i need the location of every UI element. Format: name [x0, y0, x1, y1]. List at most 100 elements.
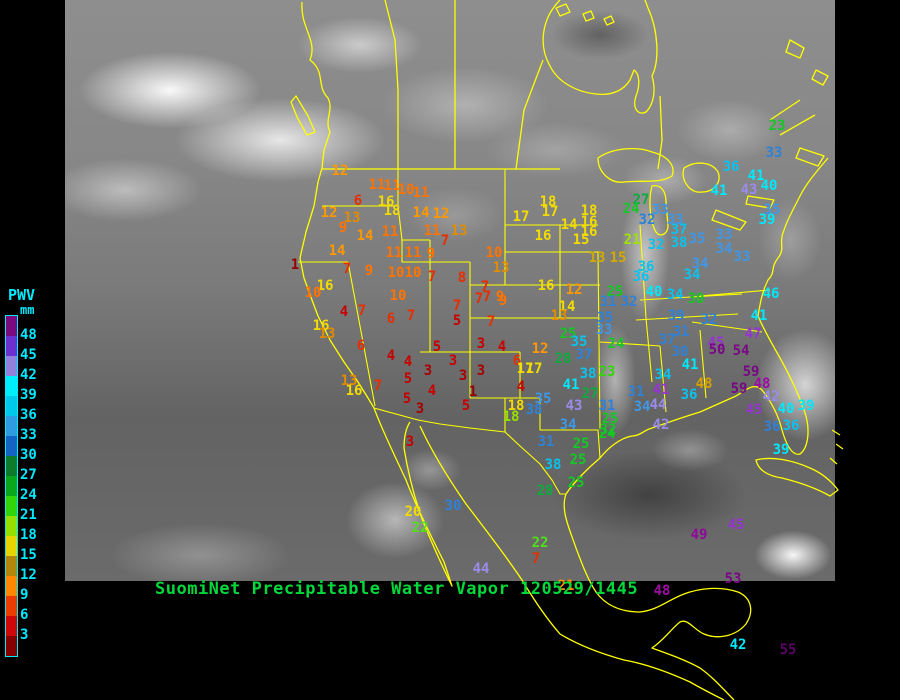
station-value: 25	[569, 452, 587, 468]
station-value: 45	[727, 517, 745, 533]
station-value: 7	[482, 289, 492, 305]
station-value: 30	[687, 291, 705, 307]
legend-color-swatch	[6, 516, 17, 536]
station-value: 34	[691, 256, 709, 272]
station-value: 42	[652, 417, 670, 433]
station-value: 28	[536, 483, 554, 499]
station-value: 36	[632, 269, 650, 285]
station-value: 24	[598, 426, 616, 442]
legend-tick-label: 6	[20, 607, 29, 623]
station-value: 40	[645, 284, 663, 300]
station-value: 59	[742, 364, 760, 380]
station-value: 43	[740, 182, 758, 198]
station-value: 11	[381, 224, 399, 240]
station-value: 16	[537, 278, 555, 294]
station-value: 32	[700, 312, 718, 328]
station-value: 32	[599, 422, 617, 438]
station-value: 7	[357, 303, 367, 319]
station-value: 11	[368, 177, 386, 193]
station-value: 6	[356, 338, 366, 354]
station-value: 34	[633, 399, 651, 415]
station-value: 34	[559, 417, 577, 433]
station-value: 9	[426, 246, 436, 262]
legend-tick-label: 12	[20, 567, 37, 583]
station-value: 13	[340, 373, 358, 389]
legend-tick-label: 21	[20, 507, 37, 523]
station-value: 4	[427, 383, 437, 399]
station-value: 22	[411, 520, 429, 536]
station-value: 3	[423, 363, 433, 379]
station-value: 41	[747, 168, 765, 184]
station-value: 45	[745, 402, 763, 418]
station-value: 16	[312, 318, 330, 334]
station-value: 17	[525, 361, 543, 377]
station-value: 13	[588, 250, 606, 266]
station-value: 41	[710, 183, 728, 199]
station-value: 37	[575, 347, 593, 363]
station-value: 22	[531, 535, 549, 551]
station-value: 33	[666, 212, 684, 228]
legend-tick-label: 48	[20, 327, 37, 343]
station-value: 44	[649, 397, 667, 413]
station-value: 7	[406, 308, 416, 324]
satellite-image	[65, 0, 835, 581]
station-value: 59	[730, 381, 748, 397]
station-value: 4	[516, 379, 526, 395]
station-value: 6	[386, 311, 396, 327]
station-value: 11	[423, 223, 441, 239]
station-value: 10	[404, 265, 422, 281]
station-value: 1	[468, 384, 478, 400]
station-value: 13	[318, 326, 336, 342]
station-value: 40	[760, 178, 778, 194]
station-value: 32	[647, 237, 665, 253]
station-value: 20	[404, 504, 422, 520]
legend-tick-label: 15	[20, 547, 37, 563]
station-value: 38	[670, 235, 688, 251]
station-value: 3	[405, 434, 415, 450]
legend-tick-label: 36	[20, 407, 37, 423]
coastline-great-lakes	[597, 147, 775, 236]
legend-tick-label: 27	[20, 467, 37, 483]
station-value: 4	[386, 348, 396, 364]
station-value: 21	[623, 232, 641, 248]
station-value: 32	[638, 212, 656, 228]
station-value: 25	[601, 411, 619, 427]
station-value: 36	[782, 418, 800, 434]
station-value: 37	[658, 332, 676, 348]
station-value: 11	[385, 245, 403, 261]
station-value: 36	[722, 159, 740, 175]
station-value: 14	[558, 299, 576, 315]
station-value: 17	[516, 361, 534, 377]
legend-tick-label: 45	[20, 347, 37, 363]
coastline-yucatan	[563, 493, 752, 700]
station-value: 4	[497, 339, 507, 355]
station-value: 6	[353, 193, 363, 209]
legend-tick-label: 3	[20, 627, 29, 643]
station-value: 7	[452, 298, 462, 314]
station-value: 13	[492, 260, 510, 276]
station-value: 38	[544, 457, 562, 473]
station-value: 36	[637, 259, 655, 275]
station-value: 9	[495, 289, 505, 305]
station-value: 34	[654, 367, 672, 383]
station-value: 39	[797, 398, 815, 414]
station-value: 15	[609, 250, 627, 266]
station-value: 33	[595, 322, 613, 338]
legend-color-swatch	[6, 636, 17, 656]
station-value: 34	[683, 267, 701, 283]
legend-color-swatch	[6, 436, 17, 456]
station-value: 7	[474, 291, 484, 307]
station-value: 44	[472, 561, 490, 577]
station-value: 13	[550, 308, 568, 324]
station-value: 9	[498, 293, 508, 309]
station-value: 30	[671, 344, 689, 360]
legend-tick-label: 30	[20, 447, 37, 463]
station-value: 3	[458, 368, 468, 384]
legend-color-swatch	[6, 356, 17, 376]
station-value: 35	[763, 202, 781, 218]
station-value: 12	[320, 205, 338, 221]
station-value: 10	[387, 265, 405, 281]
station-value: 39	[667, 308, 685, 324]
station-value: 34	[715, 241, 733, 257]
station-value: 37	[670, 222, 688, 238]
